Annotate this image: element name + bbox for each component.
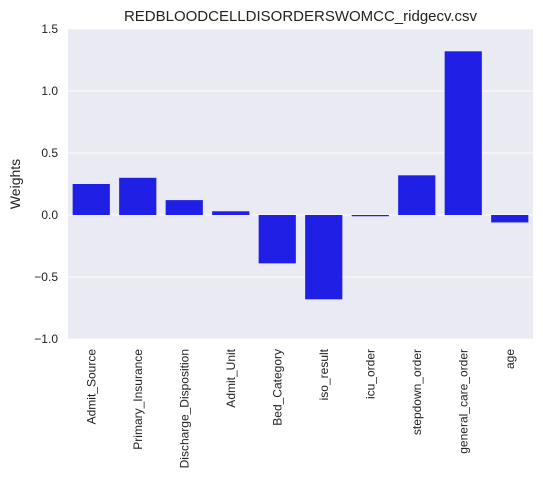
y-tick-label: −0.5 — [34, 270, 58, 284]
chart-title: REDBLOODCELLDISORDERSWOMCC_ridgecv.csv — [124, 8, 478, 25]
bar-admit-source — [72, 184, 110, 215]
x-tick-label: Discharge_Disposition — [177, 349, 191, 468]
y-tick-label: 1.0 — [41, 84, 58, 98]
y-axis-label: Weights — [7, 159, 23, 209]
y-axis-ticks: −1.0 −0.5 0.0 0.5 1.0 1.5 — [34, 22, 58, 346]
bar-bed-category — [258, 215, 296, 264]
x-tick-label: Bed_Category — [270, 349, 284, 426]
bar-icu-order — [351, 215, 389, 217]
x-tick-label: Admit_Source — [84, 349, 98, 425]
x-tick-label: age — [503, 349, 517, 369]
bar-iso-result — [305, 215, 343, 300]
bars — [72, 51, 529, 300]
y-tick-label: 0.0 — [41, 208, 58, 222]
bar-age — [491, 215, 529, 223]
bar-admit-unit — [212, 211, 250, 215]
x-tick-label: iso_result — [317, 348, 331, 400]
bar-discharge-disposition — [165, 200, 203, 215]
bar-primary-insurance — [119, 177, 157, 215]
bar-general-care-order — [444, 51, 482, 215]
y-tick-label: −1.0 — [34, 332, 58, 346]
x-tick-label: Admit_Unit — [224, 348, 238, 407]
y-tick-label: 0.5 — [41, 146, 58, 160]
x-tick-label: stepdown_order — [410, 349, 424, 435]
y-tick-label: 1.5 — [41, 22, 58, 36]
x-tick-label: Primary_Insurance — [131, 349, 145, 450]
x-tick-label: icu_order — [363, 349, 377, 399]
bar-stepdown-order — [398, 175, 436, 215]
x-tick-label: general_care_order — [456, 349, 470, 454]
x-axis-ticks: Admit_Source Primary_Insurance Discharge_D… — [84, 348, 517, 468]
